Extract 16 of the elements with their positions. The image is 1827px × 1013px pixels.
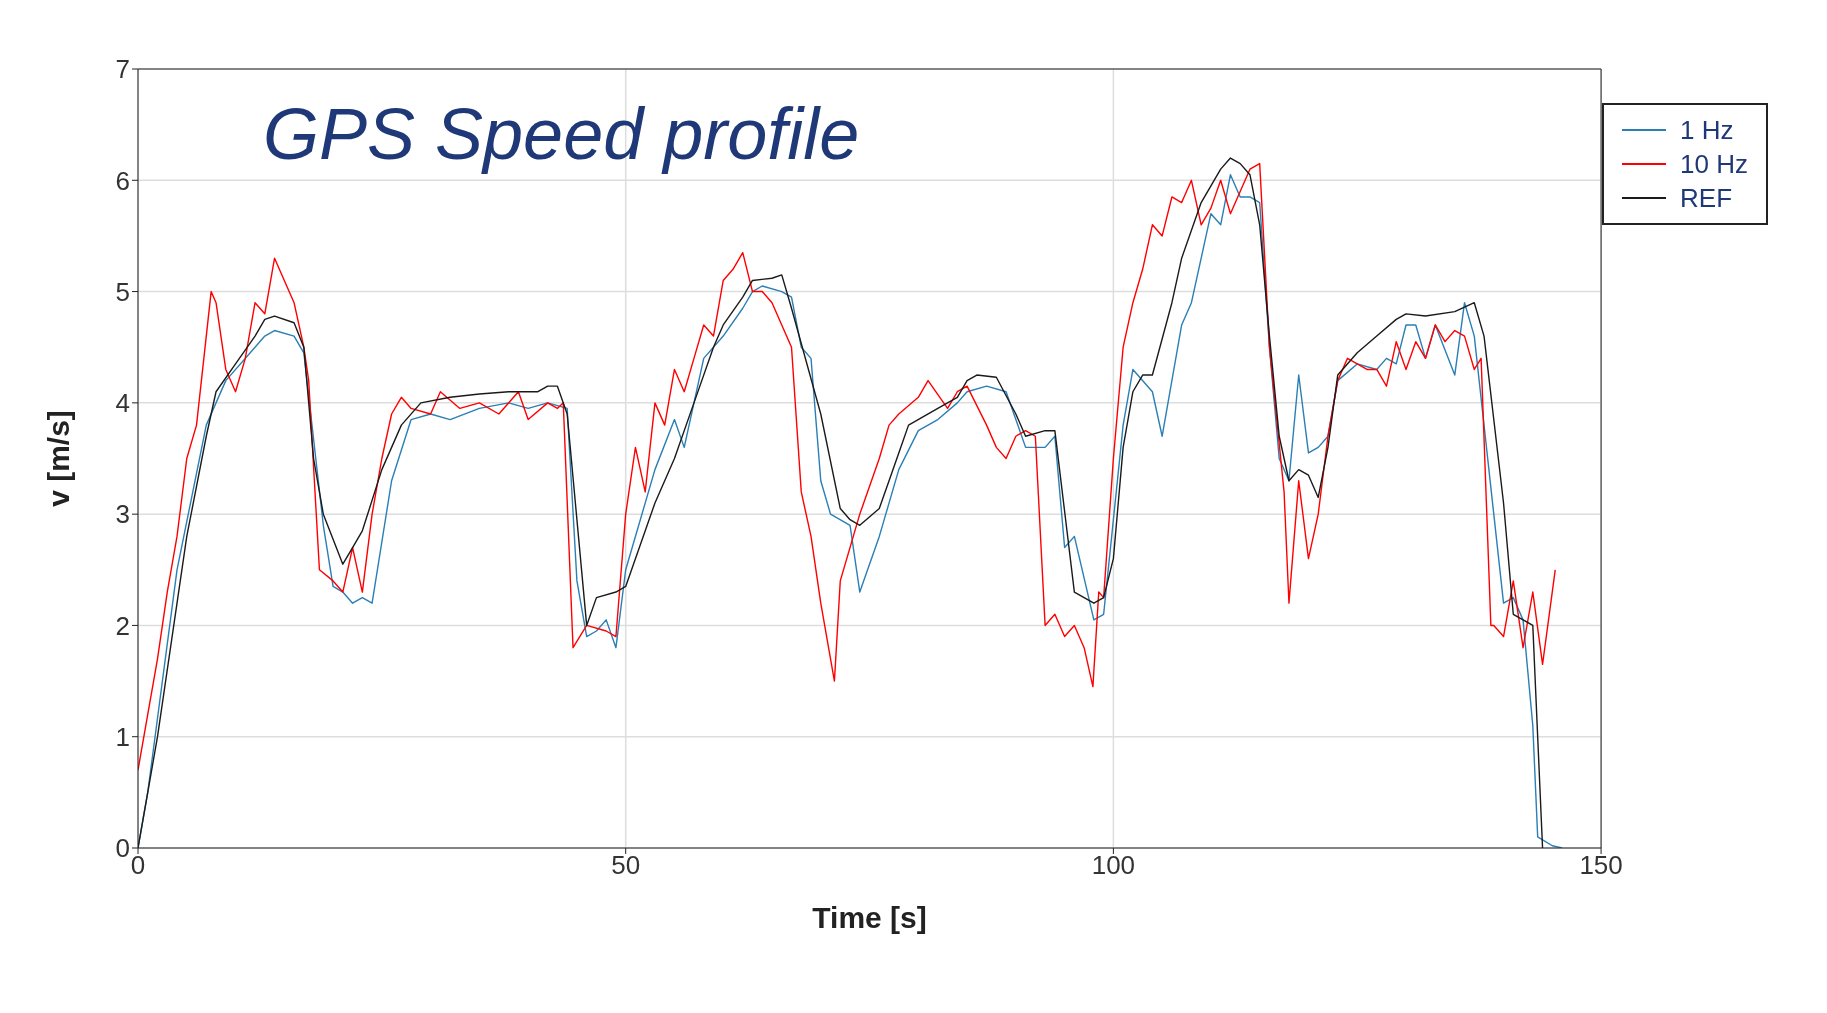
y-tick-label: 1 [115,721,130,752]
x-tick-label: 50 [611,850,641,881]
chart-title: GPS Speed profile [263,93,860,175]
y-tick-label: 4 [115,388,130,419]
y-tick-label: 5 [115,276,130,307]
x-tick-label: 150 [1579,850,1623,881]
y-tick-label: 7 [115,54,130,85]
legend-label: REF [1680,182,1733,215]
y-axis-title: v [m/s] [41,410,75,507]
x-tick-label: 100 [1091,850,1136,881]
x-axis-title: Time [s] [812,901,927,934]
y-tick-label: 6 [115,165,130,196]
legend-label: 10 Hz [1680,148,1748,181]
legend-label: 1 Hz [1680,114,1734,147]
y-tick-label: 2 [115,610,130,641]
y-tick-label: 3 [115,499,130,530]
